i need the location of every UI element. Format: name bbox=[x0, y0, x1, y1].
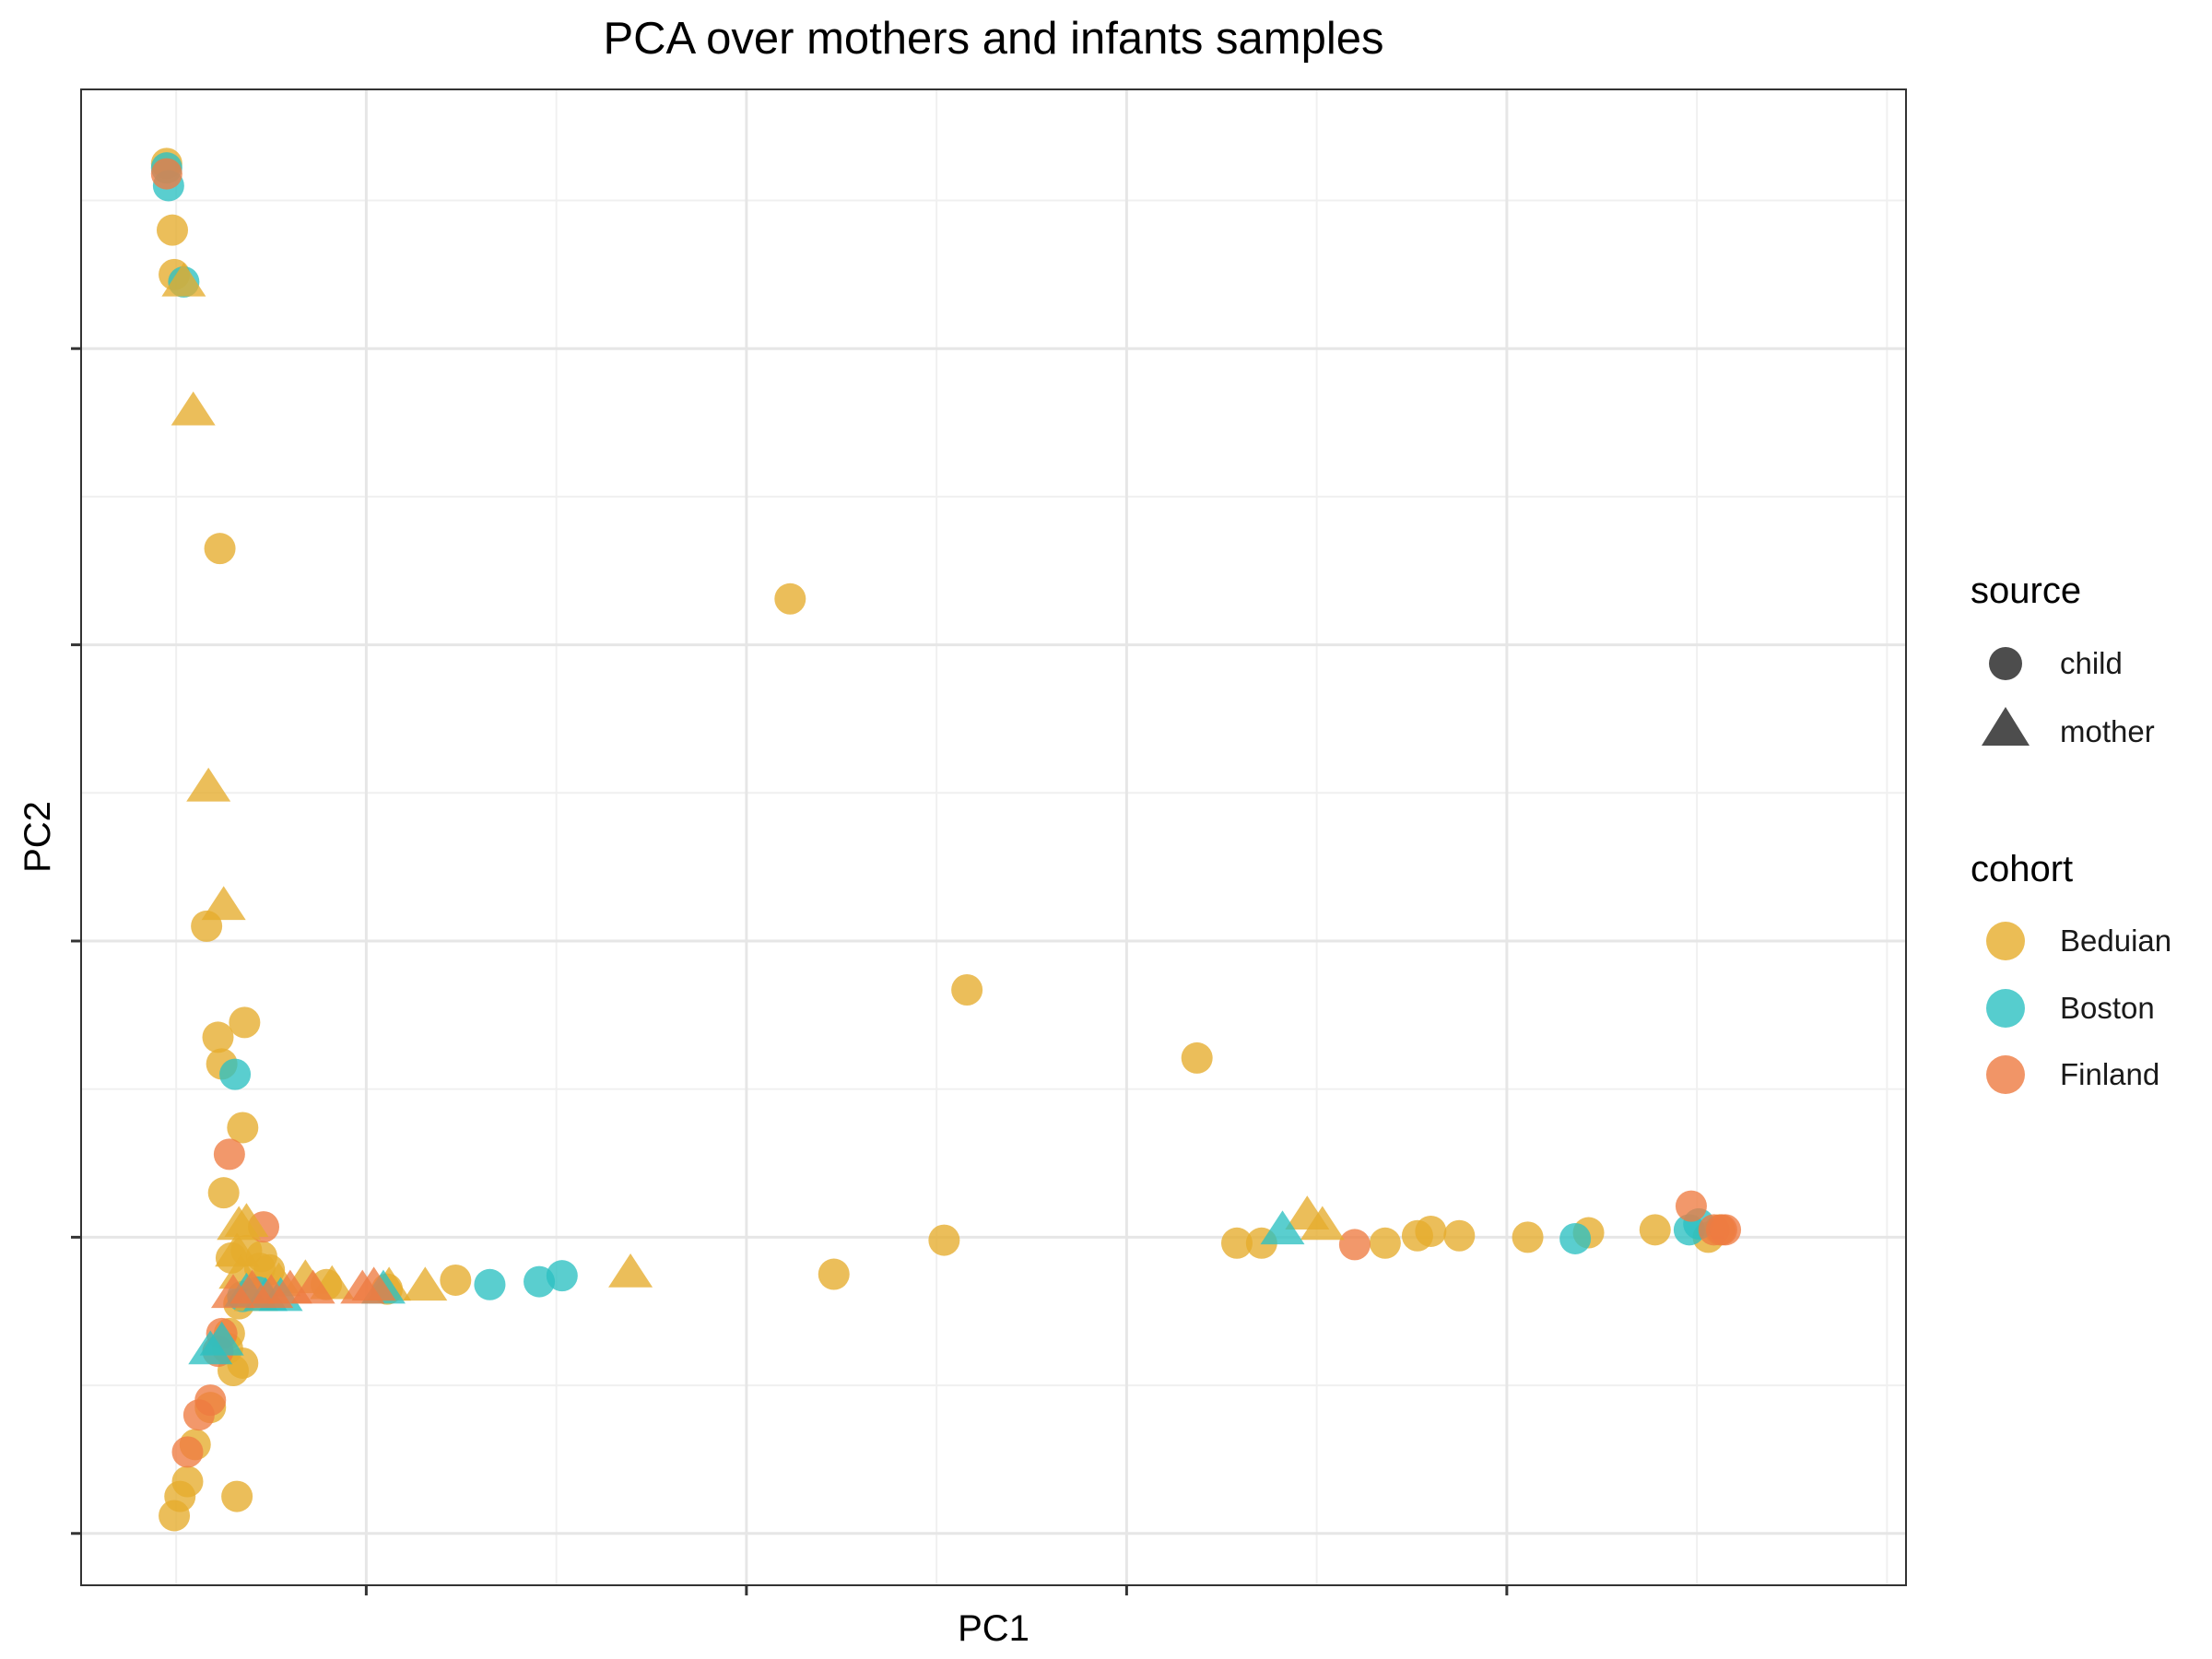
point-finland-mother bbox=[351, 1266, 396, 1301]
point-beduian-mother bbox=[1300, 1206, 1345, 1241]
point-boston-child bbox=[474, 1268, 506, 1300]
point-beduian-child bbox=[1369, 1227, 1401, 1259]
data-points bbox=[150, 147, 1742, 1532]
point-beduian-mother bbox=[186, 767, 231, 802]
point-beduian-child bbox=[207, 1177, 240, 1209]
legend-key-child bbox=[1989, 647, 2022, 680]
point-beduian-mother bbox=[608, 1253, 653, 1288]
x-axis-title: PC1 bbox=[958, 1608, 1030, 1649]
legend-label-mother: mother bbox=[2060, 714, 2155, 748]
point-finland-child bbox=[171, 1436, 204, 1468]
point-beduian-child bbox=[1639, 1214, 1671, 1246]
point-beduian-child bbox=[1221, 1227, 1253, 1259]
point-finland-child bbox=[182, 1399, 215, 1431]
point-beduian-mother bbox=[201, 886, 246, 921]
point-finland-mother bbox=[290, 1269, 335, 1304]
y-axis-title: PC2 bbox=[18, 801, 58, 873]
point-boston-child bbox=[546, 1260, 578, 1292]
point-beduian-child bbox=[1443, 1219, 1476, 1252]
point-boston-child bbox=[219, 1058, 252, 1090]
point-beduian-child bbox=[440, 1264, 472, 1296]
point-beduian-child bbox=[202, 1021, 234, 1053]
legend-key-beduian bbox=[1986, 922, 2025, 960]
legend-key-boston bbox=[1986, 989, 2025, 1028]
plot-panel-border bbox=[80, 88, 1907, 1586]
point-boston-mother bbox=[1260, 1210, 1305, 1245]
legend-label-finland: Finland bbox=[2060, 1057, 2159, 1091]
point-beduian-child bbox=[1512, 1221, 1544, 1253]
legend-title-source: source bbox=[1971, 571, 2081, 611]
point-finland-child bbox=[213, 1138, 245, 1171]
point-boston-mother bbox=[199, 1321, 244, 1356]
point-beduian-child bbox=[951, 974, 983, 1006]
point-beduian-child bbox=[1181, 1041, 1213, 1074]
point-beduian-child bbox=[204, 533, 236, 565]
point-beduian-mother bbox=[215, 1232, 260, 1267]
point-beduian-child bbox=[1415, 1215, 1447, 1247]
point-beduian-child bbox=[818, 1258, 850, 1290]
point-beduian-child bbox=[928, 1224, 960, 1256]
point-finland-child bbox=[1338, 1229, 1371, 1261]
legend: source child mother cohort Beduian Bosto… bbox=[1971, 571, 2171, 1094]
point-beduian-child bbox=[221, 1480, 253, 1512]
legend-label-boston: Boston bbox=[2060, 991, 2155, 1025]
point-beduian-mother bbox=[403, 1266, 448, 1301]
point-finland-child bbox=[1710, 1214, 1742, 1246]
point-beduian-mother bbox=[171, 391, 216, 426]
point-beduian-mother bbox=[161, 262, 206, 297]
chart-title: PCA over mothers and infants samples bbox=[603, 14, 1383, 64]
legend-key-finland bbox=[1986, 1055, 2025, 1094]
point-beduian-child bbox=[229, 1006, 261, 1039]
legend-key-mother bbox=[1982, 707, 2030, 746]
point-finland-child bbox=[1675, 1190, 1707, 1222]
point-beduian-child bbox=[227, 1112, 259, 1144]
grid-lines bbox=[81, 89, 1906, 1585]
point-boston-child bbox=[1559, 1222, 1592, 1254]
legend-label-beduian: Beduian bbox=[2060, 924, 2171, 958]
point-beduian-child bbox=[774, 582, 806, 615]
legend-label-child: child bbox=[2060, 646, 2123, 680]
point-beduian-mother bbox=[224, 1203, 269, 1238]
legend-title-cohort: cohort bbox=[1971, 849, 2073, 889]
point-beduian-child bbox=[159, 1500, 191, 1532]
point-beduian-child bbox=[157, 214, 188, 246]
point-finland-child bbox=[150, 158, 182, 190]
axis-ticks bbox=[71, 347, 1509, 1595]
